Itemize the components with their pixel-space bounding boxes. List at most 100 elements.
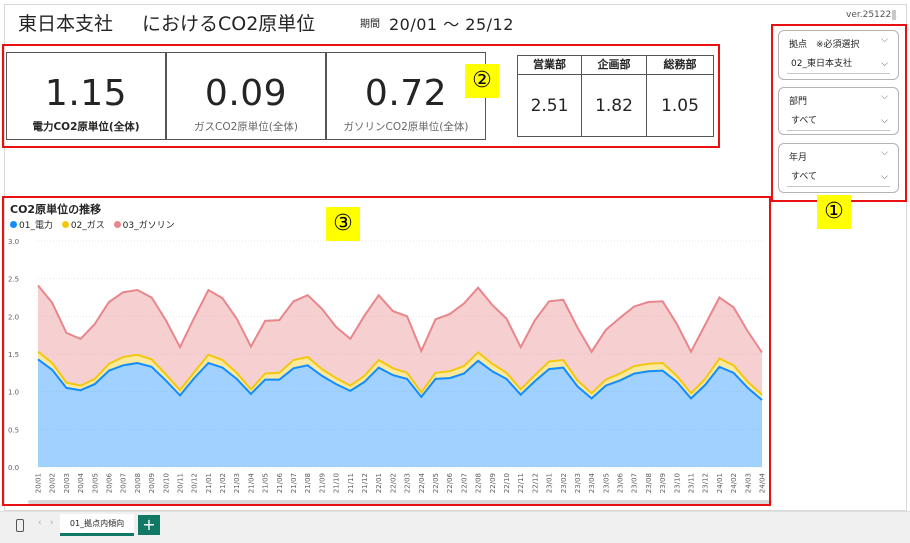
branch-title: 東日本支社 bbox=[18, 13, 114, 35]
legend-item-gas: 02_ガス bbox=[70, 221, 105, 231]
legend-marker-electric bbox=[10, 221, 17, 228]
dept-card-general-affairs: 総務部 1.05 bbox=[646, 55, 714, 137]
x-tick-label: 23/03 bbox=[574, 473, 582, 493]
x-tick-label: 21/03 bbox=[233, 473, 241, 493]
period-label: 期間 bbox=[360, 19, 380, 30]
x-tick-label: 24/01 bbox=[716, 473, 724, 493]
line-03_ガソリン bbox=[37, 284, 763, 354]
x-tick-label: 23/06 bbox=[617, 472, 625, 493]
x-tick-label: 21/08 bbox=[304, 473, 312, 493]
area-03_ガソリン bbox=[38, 285, 762, 395]
y-tick-label: 0.0 bbox=[8, 464, 19, 472]
x-tick-label: 20/09 bbox=[148, 473, 156, 493]
area-01_電力 bbox=[38, 359, 762, 467]
chevron-left-icon[interactable]: ‹ bbox=[38, 518, 42, 528]
annotation-badge-3: ③ bbox=[326, 207, 360, 241]
dept-value-sales: 2.51 bbox=[530, 96, 569, 116]
x-tick-label: 23/12 bbox=[702, 473, 710, 493]
x-tick-label: 23/08 bbox=[645, 473, 653, 493]
phone-icon[interactable] bbox=[16, 519, 24, 532]
x-tick-label: 22/02 bbox=[389, 473, 397, 493]
x-tick-label: 23/01 bbox=[546, 473, 554, 493]
legend-marker-gasoline bbox=[113, 221, 121, 228]
version-marker bbox=[892, 10, 896, 20]
x-tick-label: 23/10 bbox=[673, 473, 681, 493]
x-tick-label: 20/11 bbox=[176, 473, 184, 493]
slicer-branch[interactable]: 拠点 ※必須選択 ⌵ 02_東日本支社 ⌵ bbox=[778, 30, 899, 80]
kpi-label-gas: ガスCO2原単位(全体) bbox=[194, 121, 298, 133]
x-tick-label: 24/04 bbox=[759, 472, 767, 493]
y-tick-label: 1.0 bbox=[8, 389, 19, 397]
x-tick-label: 21/10 bbox=[333, 473, 341, 493]
kpi-value-gas: 0.09 bbox=[204, 73, 288, 114]
x-tick-label: 20/04 bbox=[77, 472, 85, 493]
x-tick-label: 23/09 bbox=[659, 473, 667, 493]
x-tick-label: 20/10 bbox=[162, 473, 170, 493]
chevron-right-icon[interactable]: › bbox=[50, 518, 54, 528]
dept-name-planning: 企画部 bbox=[582, 56, 646, 75]
slicer-branch-dropdown[interactable]: 02_東日本支社 ⌵ bbox=[787, 55, 890, 74]
y-tick-label: 1.5 bbox=[8, 351, 19, 359]
chevron-down-icon[interactable]: ⌵ bbox=[881, 92, 888, 102]
x-tick-label: 22/04 bbox=[418, 472, 426, 493]
slicer-department-dropdown[interactable]: すべて ⌵ bbox=[787, 112, 890, 131]
y-tick-label: 0.5 bbox=[8, 426, 19, 434]
x-tick-label: 20/07 bbox=[120, 473, 128, 493]
x-tick-label: 21/07 bbox=[290, 473, 298, 493]
chevron-down-icon[interactable]: ⌵ bbox=[881, 35, 888, 45]
x-tick-label: 23/11 bbox=[688, 473, 696, 493]
x-tick-label: 24/02 bbox=[730, 473, 738, 493]
slicer-branch-label: 拠点 ※必須選択 bbox=[789, 40, 860, 50]
annotation-badge-2: ② bbox=[465, 64, 499, 98]
x-tick-label: 23/07 bbox=[631, 473, 639, 493]
x-tick-label: 21/02 bbox=[219, 473, 227, 493]
tab-01-trend[interactable]: 01_拠点内傾向 bbox=[60, 514, 134, 536]
slicer-department[interactable]: 部門 ⌵ すべて ⌵ bbox=[778, 87, 899, 135]
x-tick-label: 22/12 bbox=[531, 473, 539, 493]
y-tick-label: 2.0 bbox=[8, 313, 19, 321]
slicer-department-value: すべて bbox=[791, 116, 818, 126]
chevron-down-icon[interactable]: ⌵ bbox=[881, 148, 888, 158]
legend-item-gasoline: 03_ガソリン bbox=[122, 221, 175, 231]
x-tick-label: 22/06 bbox=[446, 472, 454, 493]
kpi-label-electric: 電力CO2原単位(全体) bbox=[32, 121, 140, 133]
x-tick-label: 21/04 bbox=[247, 472, 255, 493]
x-tick-label: 22/11 bbox=[517, 473, 525, 493]
chart-title: CO2原単位の推移 bbox=[10, 203, 102, 216]
slicer-yearmonth[interactable]: 年月 ⌵ すべて ⌵ bbox=[778, 143, 899, 193]
line-02_ガス bbox=[37, 350, 763, 396]
annotation-box-1 bbox=[771, 24, 907, 202]
x-tick-label: 22/10 bbox=[503, 473, 511, 493]
x-tick-label: 21/05 bbox=[262, 473, 270, 493]
add-page-button[interactable]: + bbox=[138, 515, 160, 535]
x-tick-label: 22/03 bbox=[404, 473, 412, 493]
x-tick-label: 20/12 bbox=[191, 473, 199, 493]
x-tick-label: 23/04 bbox=[588, 472, 596, 493]
x-tick-label: 24/03 bbox=[744, 473, 752, 493]
x-tick-label: 20/02 bbox=[49, 473, 57, 493]
legend-marker-gas bbox=[61, 221, 69, 228]
x-tick-label: 22/07 bbox=[460, 473, 468, 493]
x-tick-label: 22/08 bbox=[475, 473, 483, 493]
x-tick-label: 20/03 bbox=[63, 473, 71, 493]
x-tick-label: 23/05 bbox=[602, 473, 610, 493]
slicer-yearmonth-dropdown[interactable]: すべて ⌵ bbox=[787, 168, 890, 187]
y-tick-label: 3.0 bbox=[8, 238, 19, 246]
line-01_電力 bbox=[37, 358, 763, 401]
dept-name-sales: 営業部 bbox=[518, 56, 581, 75]
annotation-box-3 bbox=[2, 196, 771, 506]
x-tick-label: 20/05 bbox=[91, 473, 99, 493]
dept-value-planning: 1.82 bbox=[595, 96, 633, 116]
kpi-card-gas: 0.09 ガスCO2原単位(全体) bbox=[166, 52, 326, 140]
annotation-badge-1: ① bbox=[817, 195, 851, 229]
y-tick-label: 2.5 bbox=[8, 276, 19, 284]
x-tick-label: 22/05 bbox=[432, 473, 440, 493]
dept-name-general-affairs: 総務部 bbox=[647, 56, 713, 75]
x-tick-label: 22/01 bbox=[375, 473, 383, 493]
x-tick-label: 21/11 bbox=[347, 473, 355, 493]
slicer-yearmonth-value: すべて bbox=[791, 172, 818, 182]
kpi-card-gasoline: 0.72 ガソリンCO2原単位(全体) bbox=[326, 52, 486, 140]
x-tick-label: 23/02 bbox=[560, 473, 568, 493]
kpi-value-electric: 1.15 bbox=[44, 73, 128, 114]
chevron-down-icon: ⌵ bbox=[881, 116, 888, 126]
